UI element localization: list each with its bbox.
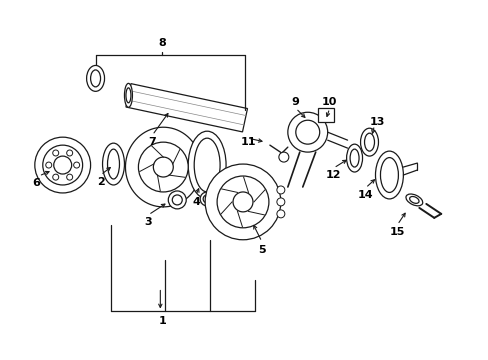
- Text: 4: 4: [192, 197, 200, 207]
- Circle shape: [54, 156, 72, 174]
- Circle shape: [42, 145, 82, 185]
- Text: 12: 12: [325, 170, 341, 180]
- Ellipse shape: [126, 88, 131, 103]
- Circle shape: [53, 150, 59, 156]
- Ellipse shape: [346, 144, 362, 172]
- Circle shape: [35, 137, 90, 193]
- Ellipse shape: [349, 149, 358, 167]
- Text: 15: 15: [389, 227, 404, 237]
- Text: 2: 2: [97, 177, 104, 187]
- Ellipse shape: [375, 151, 403, 199]
- Ellipse shape: [90, 70, 101, 87]
- Ellipse shape: [405, 194, 422, 206]
- Circle shape: [66, 150, 73, 156]
- Ellipse shape: [360, 128, 378, 156]
- Circle shape: [66, 174, 73, 180]
- Text: 13: 13: [369, 117, 385, 127]
- Text: 7: 7: [148, 137, 156, 147]
- Circle shape: [46, 162, 52, 168]
- Ellipse shape: [107, 149, 119, 179]
- Ellipse shape: [364, 133, 374, 151]
- Circle shape: [217, 176, 268, 228]
- Ellipse shape: [276, 186, 285, 194]
- Ellipse shape: [276, 198, 285, 206]
- Ellipse shape: [200, 192, 214, 206]
- Ellipse shape: [194, 138, 220, 192]
- Circle shape: [295, 120, 319, 144]
- Text: 3: 3: [144, 217, 152, 227]
- Ellipse shape: [276, 210, 285, 218]
- Text: 5: 5: [258, 245, 265, 255]
- Circle shape: [205, 164, 280, 240]
- Circle shape: [287, 112, 327, 152]
- Text: 9: 9: [291, 97, 299, 107]
- Ellipse shape: [203, 195, 211, 203]
- Circle shape: [138, 142, 188, 192]
- Ellipse shape: [380, 158, 398, 193]
- Circle shape: [233, 192, 252, 212]
- Circle shape: [74, 162, 80, 168]
- Ellipse shape: [124, 84, 132, 107]
- Circle shape: [168, 191, 186, 209]
- Polygon shape: [126, 84, 247, 132]
- Text: 6: 6: [32, 178, 40, 188]
- Circle shape: [172, 195, 182, 205]
- Text: 10: 10: [321, 97, 337, 107]
- Ellipse shape: [86, 66, 104, 91]
- FancyBboxPatch shape: [317, 108, 333, 122]
- Circle shape: [278, 152, 288, 162]
- Circle shape: [153, 157, 173, 177]
- Text: 1: 1: [158, 316, 166, 327]
- Ellipse shape: [188, 131, 225, 199]
- Text: 11: 11: [240, 137, 255, 147]
- Polygon shape: [125, 127, 201, 207]
- Circle shape: [53, 174, 59, 180]
- Text: 14: 14: [357, 190, 372, 200]
- Ellipse shape: [102, 143, 124, 185]
- Ellipse shape: [409, 197, 418, 203]
- Text: 8: 8: [158, 37, 166, 48]
